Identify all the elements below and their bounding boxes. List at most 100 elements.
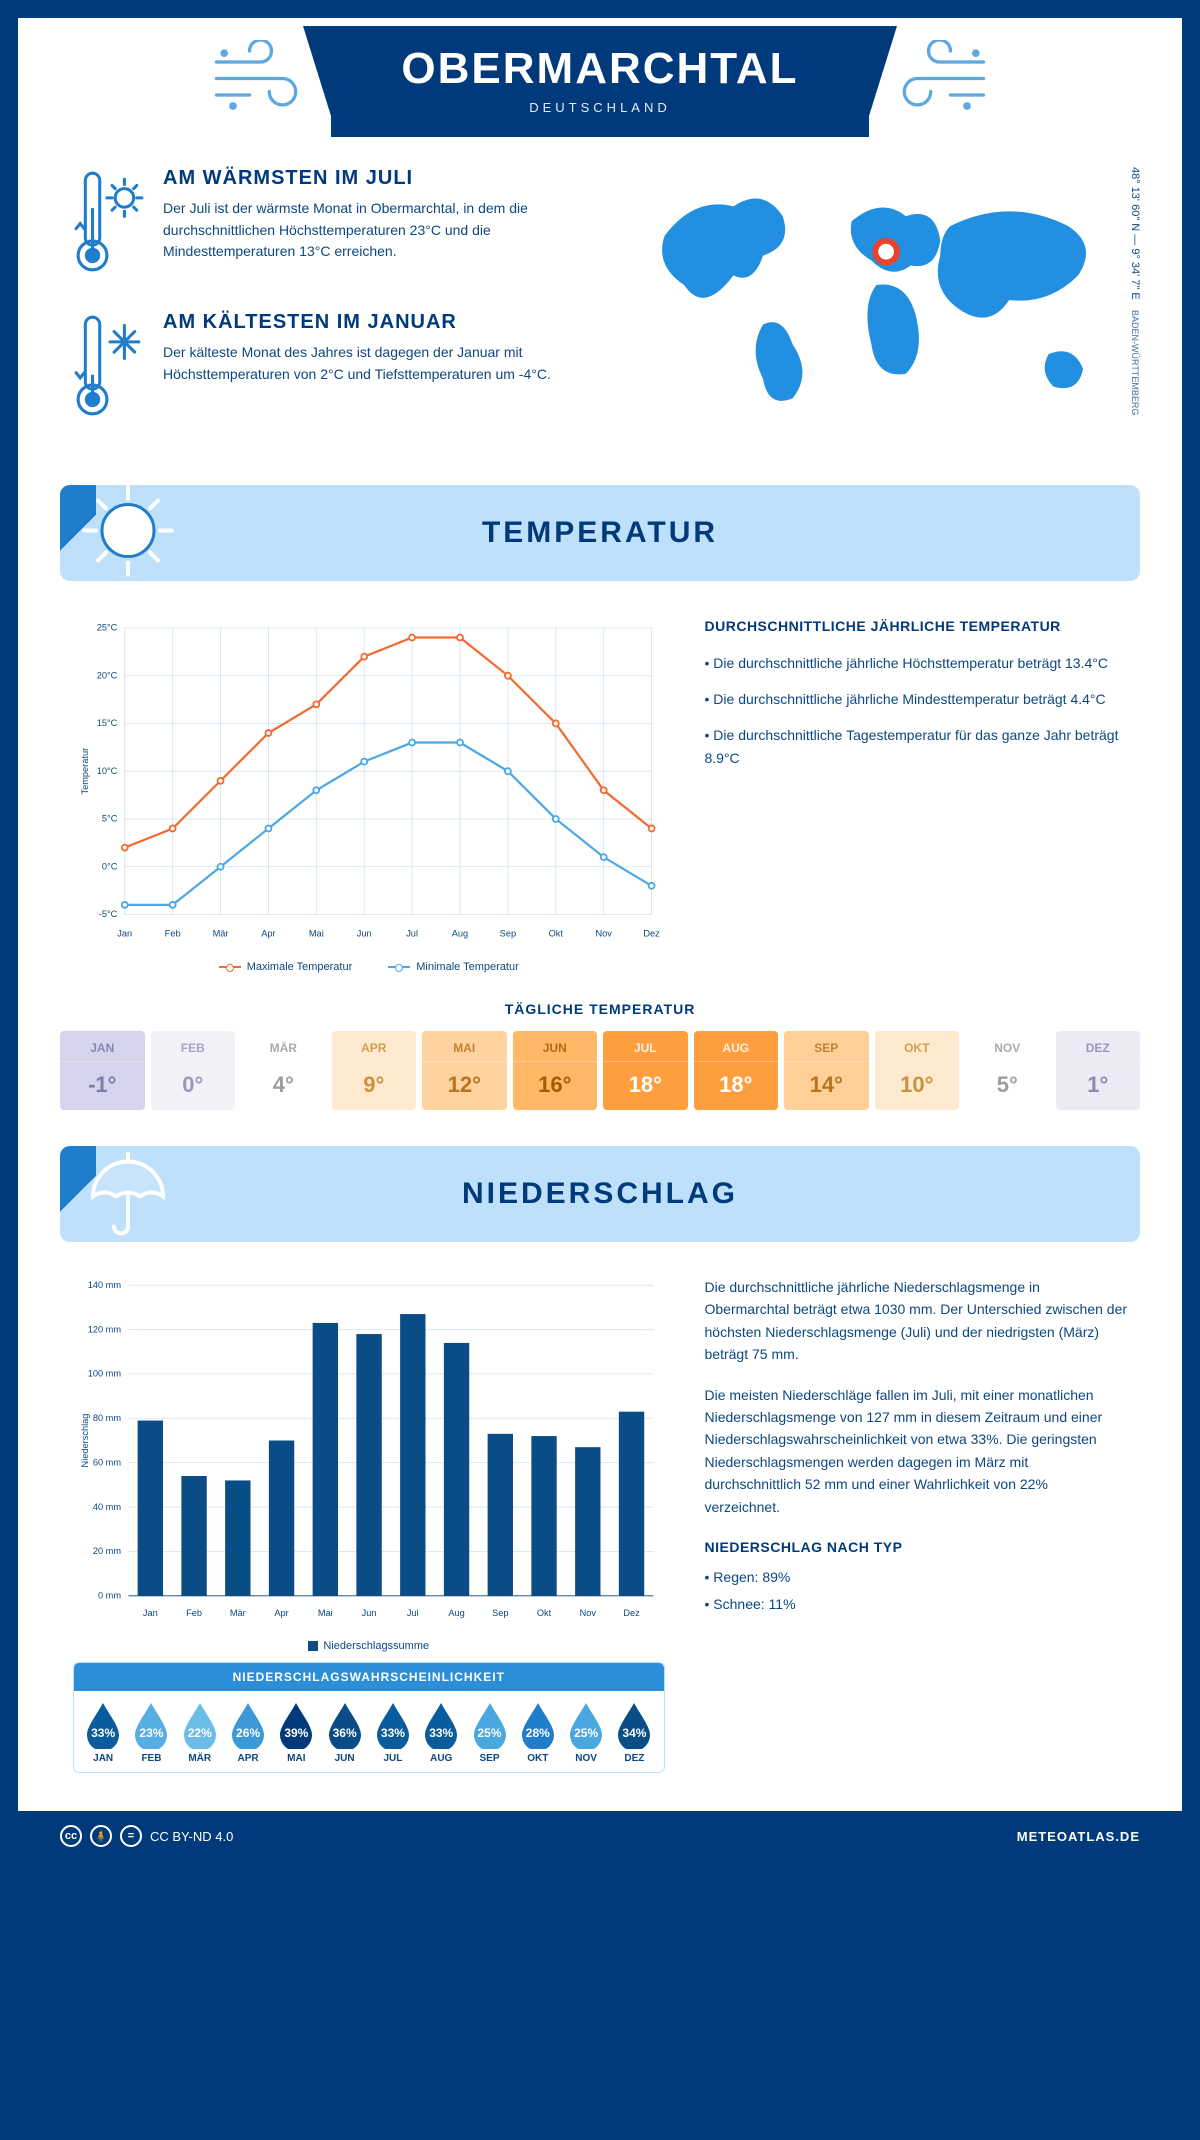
precip-summary: Die durchschnittliche jährliche Niedersc… (705, 1276, 1128, 1773)
svg-text:Okt: Okt (537, 1608, 552, 1618)
prob-cell: 36%JUN (321, 1701, 367, 1764)
page-title: OBERMARCHTAL (401, 44, 798, 94)
title-ribbon: OBERMARCHTAL DEUTSCHLAND (331, 26, 868, 137)
svg-text:Dez: Dez (643, 929, 660, 939)
svg-text:Jul: Jul (406, 929, 418, 939)
svg-text:-5°C: -5°C (99, 910, 118, 920)
fact-title: AM WÄRMSTEN IM JULI (163, 167, 553, 190)
page: OBERMARCHTAL DEUTSCHLAND (18, 18, 1182, 1861)
svg-text:120 mm: 120 mm (88, 1324, 122, 1334)
svg-text:Jan: Jan (143, 1608, 158, 1618)
raindrop-icon: 23% (131, 1701, 171, 1749)
svg-text:Mär: Mär (230, 1608, 246, 1618)
daily-cell: APR9° (332, 1031, 417, 1110)
section-temperature-head: TEMPERATUR (60, 485, 1140, 581)
precip-probability: NIEDERSCHLAGSWAHRSCHEINLICHKEIT 33%JAN 2… (73, 1662, 665, 1773)
daily-cell: JAN-1° (60, 1031, 145, 1110)
raindrop-icon: 33% (421, 1701, 461, 1749)
svg-text:Jun: Jun (357, 929, 372, 939)
svg-text:Nov: Nov (595, 929, 612, 939)
fact-coldest: AM KÄLTESTEN IM JANUAR Der kälteste Mona… (73, 311, 615, 429)
raindrop-icon: 25% (566, 1701, 606, 1749)
raindrop-icon: 22% (180, 1701, 220, 1749)
prob-cell: 39%MAI (273, 1701, 319, 1764)
umbrella-icon (78, 1146, 178, 1242)
fact-title: AM KÄLTESTEN IM JANUAR (163, 311, 553, 334)
prob-cell: 33%JAN (80, 1701, 126, 1764)
prob-cell: 33%JUL (370, 1701, 416, 1764)
daily-temp-grid: JAN-1°FEB0°MÄR4°APR9°MAI12°JUN16°JUL18°A… (18, 1031, 1182, 1110)
svg-text:60 mm: 60 mm (93, 1457, 122, 1467)
svg-text:10°C: 10°C (97, 766, 118, 776)
license: cc 🧍 = CC BY-ND 4.0 (60, 1825, 233, 1847)
prob-cell: 22%MÄR (177, 1701, 223, 1764)
daily-cell: JUN16° (513, 1031, 598, 1110)
svg-text:140 mm: 140 mm (88, 1280, 122, 1290)
nd-icon: = (120, 1825, 142, 1847)
daily-temp-title: TÄGLICHE TEMPERATUR (18, 1001, 1182, 1017)
page-subtitle: DEUTSCHLAND (401, 100, 798, 115)
daily-cell: MAI12° (422, 1031, 507, 1110)
svg-text:Jun: Jun (362, 1608, 377, 1618)
svg-text:Aug: Aug (448, 1608, 464, 1618)
daily-cell: SEP14° (784, 1031, 869, 1110)
precip-legend: Niederschlagssumme (73, 1640, 665, 1652)
svg-text:20°C: 20°C (97, 671, 118, 681)
brand: METEOATLAS.DE (1017, 1829, 1140, 1844)
daily-cell: JUL18° (603, 1031, 688, 1110)
header: OBERMARCHTAL DEUTSCHLAND (18, 18, 1182, 137)
section-title: TEMPERATUR (482, 516, 718, 550)
svg-text:25°C: 25°C (97, 623, 118, 633)
raindrop-icon: 33% (373, 1701, 413, 1749)
prob-cell: 28%OKT (515, 1701, 561, 1764)
svg-text:40 mm: 40 mm (93, 1502, 122, 1512)
raindrop-icon: 39% (276, 1701, 316, 1749)
precip-bar-chart: 0 mm20 mm40 mm60 mm80 mm100 mm120 mm140 … (73, 1276, 665, 1773)
raindrop-icon: 25% (470, 1701, 510, 1749)
sun-icon (78, 485, 178, 581)
svg-text:Mär: Mär (213, 929, 229, 939)
svg-text:5°C: 5°C (102, 814, 118, 824)
svg-text:Nov: Nov (580, 1608, 597, 1618)
prob-cell: 25%SEP (466, 1701, 512, 1764)
by-icon: 🧍 (90, 1825, 112, 1847)
svg-text:Feb: Feb (165, 929, 181, 939)
svg-text:Jan: Jan (117, 929, 132, 939)
svg-text:Jul: Jul (407, 1608, 419, 1618)
raindrop-icon: 28% (518, 1701, 558, 1749)
thermometer-snow-icon (73, 311, 145, 429)
section-precip-head: NIEDERSCHLAG (60, 1146, 1140, 1242)
raindrop-icon: 26% (228, 1701, 268, 1749)
intro: AM WÄRMSTEN IM JULI Der Juli ist der wär… (18, 137, 1182, 475)
cc-icon: cc (60, 1825, 82, 1847)
svg-text:20 mm: 20 mm (93, 1546, 122, 1556)
daily-cell: AUG18° (694, 1031, 779, 1110)
daily-cell: FEB0° (151, 1031, 236, 1110)
temperature-line-chart: -5°C0°C5°C10°C15°C20°C25°CJanFebMärAprMa… (73, 615, 665, 973)
daily-cell: MÄR4° (241, 1031, 326, 1110)
svg-text:Mai: Mai (309, 929, 324, 939)
temperature-legend: Maximale Temperatur Minimale Temperatur (73, 961, 665, 973)
fact-text: Der kälteste Monat des Jahres ist dagege… (163, 342, 553, 385)
temperature-summary: DURCHSCHNITTLICHE JÄHRLICHE TEMPERATUR •… (705, 615, 1128, 973)
prob-cell: 23%FEB (128, 1701, 174, 1764)
thermometer-sun-icon (73, 167, 145, 285)
daily-cell: DEZ1° (1056, 1031, 1141, 1110)
raindrop-icon: 34% (614, 1701, 654, 1749)
svg-text:Feb: Feb (186, 1608, 202, 1618)
world-map: 48° 13' 60" N — 9° 34' 7" E BADEN-WÜRTTE… (635, 167, 1127, 455)
svg-text:0 mm: 0 mm (98, 1591, 121, 1601)
svg-text:Niederschlag: Niederschlag (80, 1414, 90, 1468)
fact-text: Der Juli ist der wärmste Monat in Oberma… (163, 198, 553, 263)
prob-cell: 26%APR (225, 1701, 271, 1764)
prob-cell: 34%DEZ (611, 1701, 657, 1764)
svg-text:Sep: Sep (500, 929, 516, 939)
svg-text:15°C: 15°C (97, 718, 118, 728)
svg-text:Aug: Aug (452, 929, 468, 939)
daily-cell: OKT10° (875, 1031, 960, 1110)
fact-warmest: AM WÄRMSTEN IM JULI Der Juli ist der wär… (73, 167, 615, 285)
svg-text:0°C: 0°C (102, 862, 118, 872)
prob-cell: 33%AUG (418, 1701, 464, 1764)
svg-text:Mai: Mai (318, 1608, 333, 1618)
svg-text:Okt: Okt (549, 929, 564, 939)
